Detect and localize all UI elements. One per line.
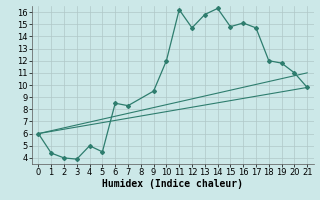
X-axis label: Humidex (Indice chaleur): Humidex (Indice chaleur) <box>102 179 243 189</box>
